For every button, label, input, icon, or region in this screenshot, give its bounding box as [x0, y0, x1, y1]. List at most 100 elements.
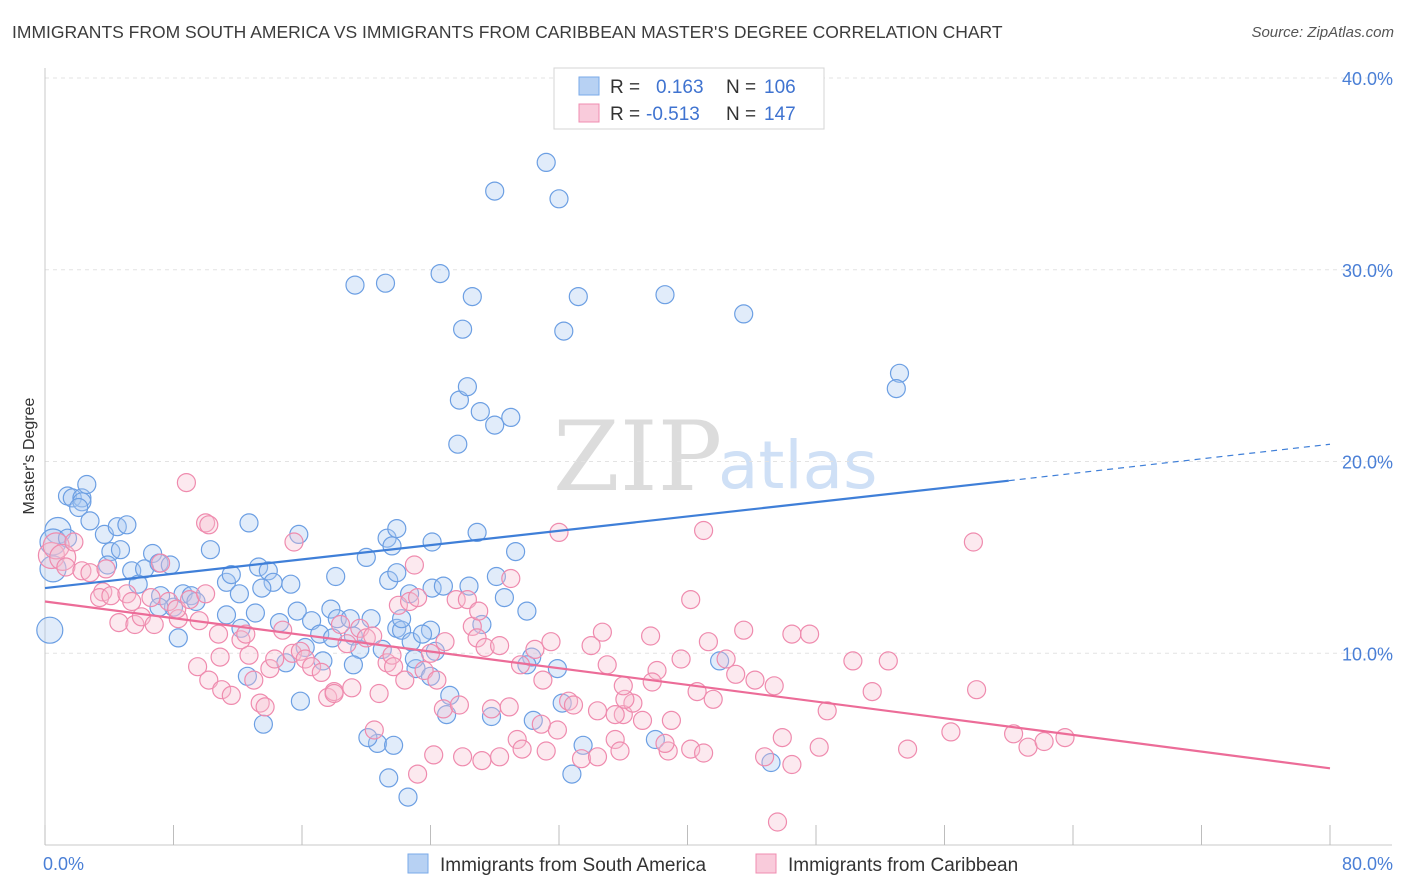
point-car-151 [384, 657, 404, 677]
point-sa-107 [358, 727, 378, 748]
point-car-92 [698, 632, 719, 652]
point-car-26 [199, 670, 219, 690]
point-car-105 [878, 651, 898, 671]
point-sa-121 [536, 152, 556, 172]
point-sa-16 [110, 540, 131, 560]
point-car-106 [897, 739, 918, 759]
point-car-33 [239, 645, 259, 665]
point-car-129 [587, 747, 608, 767]
legend-r-value-1: 0.163 [656, 77, 704, 98]
point-sa-14 [117, 515, 137, 535]
point-car-56 [388, 595, 408, 615]
point-car-61 [427, 670, 447, 690]
point-sa-118 [375, 273, 396, 293]
point-car-75 [541, 632, 561, 652]
point-car-134 [754, 747, 775, 767]
point-car-102 [817, 701, 837, 721]
point-car-90 [681, 589, 701, 610]
point-sa-43 [281, 574, 301, 594]
point-car-145 [613, 676, 633, 696]
legend-n-label-1: N = [726, 77, 756, 98]
point-car-74 [533, 670, 553, 690]
point-car-138 [481, 699, 502, 719]
point-sa-103 [645, 729, 666, 750]
trend-line-caribbean [44, 600, 1331, 770]
point-car-68 [469, 601, 489, 621]
point-car-111 [1034, 731, 1054, 752]
legend-r-label-1: R = [610, 77, 640, 98]
point-car-117 [404, 555, 424, 575]
point-car-103 [843, 651, 863, 671]
point-car-150 [324, 683, 344, 704]
point-car-89 [671, 649, 691, 669]
point-car-53 [369, 683, 389, 704]
y-tick-label-2: 30.0% [1342, 261, 1393, 281]
point-car-5 [72, 561, 92, 581]
point-sa-46 [287, 601, 307, 621]
point-car-137 [449, 695, 469, 715]
point-sa-106 [340, 609, 360, 629]
trend-line-south-america-extension [1008, 443, 1331, 482]
point-sa-117 [430, 264, 450, 284]
point-sa-104 [709, 651, 730, 671]
legend-swatch-caribbean [578, 103, 600, 123]
point-car-125 [472, 750, 492, 771]
point-sa-88 [379, 768, 399, 788]
x-tick-labels: 0.0% 80.0% [43, 854, 1393, 874]
point-sa-80 [412, 624, 433, 644]
point-car-107 [941, 722, 961, 742]
watermark-zip: ZIP [553, 401, 722, 513]
point-sa-11 [80, 511, 100, 531]
point-car-30 [221, 685, 241, 706]
point-sa-116 [462, 287, 482, 307]
point-sa-13 [107, 517, 127, 537]
point-sa-126 [734, 304, 754, 324]
point-sa-115 [457, 377, 477, 397]
point-sa-66 [382, 536, 402, 556]
y-tick-label-1: 20.0% [1342, 453, 1393, 473]
point-car-48 [337, 634, 357, 654]
point-car-27 [208, 624, 229, 644]
point-sa-55 [326, 566, 346, 587]
point-sa-122 [485, 181, 505, 201]
bottom-legend-label-south-america: Immigrants from South America [440, 855, 707, 876]
point-car-81 [597, 655, 617, 675]
bottom-legend-label-caribbean: Immigrants from Caribbean [788, 855, 1018, 876]
point-car-120 [693, 520, 714, 541]
point-car-93 [703, 689, 723, 709]
watermark-atlas: atlas [718, 427, 878, 504]
point-car-62 [435, 632, 455, 652]
legend-r-label-2: R = [610, 104, 640, 125]
point-sa-76 [422, 532, 442, 552]
point-car-113 [176, 473, 196, 493]
point-sa-101 [562, 764, 582, 784]
point-sa-123 [549, 189, 569, 209]
series-south-america [36, 152, 910, 807]
point-sa-7 [72, 492, 92, 512]
point-car-78 [571, 749, 592, 769]
point-car-76 [547, 720, 568, 740]
point-car-128 [536, 741, 556, 761]
point-sa-67 [387, 518, 407, 539]
point-sa-34 [229, 584, 249, 604]
point-sa-128 [886, 379, 906, 399]
point-sa-56 [321, 599, 341, 619]
point-car-70 [499, 697, 519, 717]
legend-r-value-2: -0.513 [646, 104, 700, 125]
point-car-82 [605, 729, 625, 750]
point-car-67 [475, 637, 495, 658]
point-sa-93 [494, 587, 514, 608]
point-car-37 [260, 658, 280, 679]
point-car-97 [745, 670, 765, 690]
point-car-123 [408, 764, 428, 784]
y-tick-labels: 10.0% 20.0% 30.0% 40.0% [1342, 69, 1393, 664]
point-car-3 [56, 557, 76, 577]
point-sa-9 [77, 474, 97, 495]
point-car-108 [966, 680, 987, 700]
point-car-110 [1018, 737, 1038, 757]
point-sa-82 [433, 576, 453, 596]
point-sa-42 [252, 578, 272, 598]
point-sa-111 [501, 407, 521, 427]
x-tick-label-0: 0.0% [43, 854, 84, 874]
